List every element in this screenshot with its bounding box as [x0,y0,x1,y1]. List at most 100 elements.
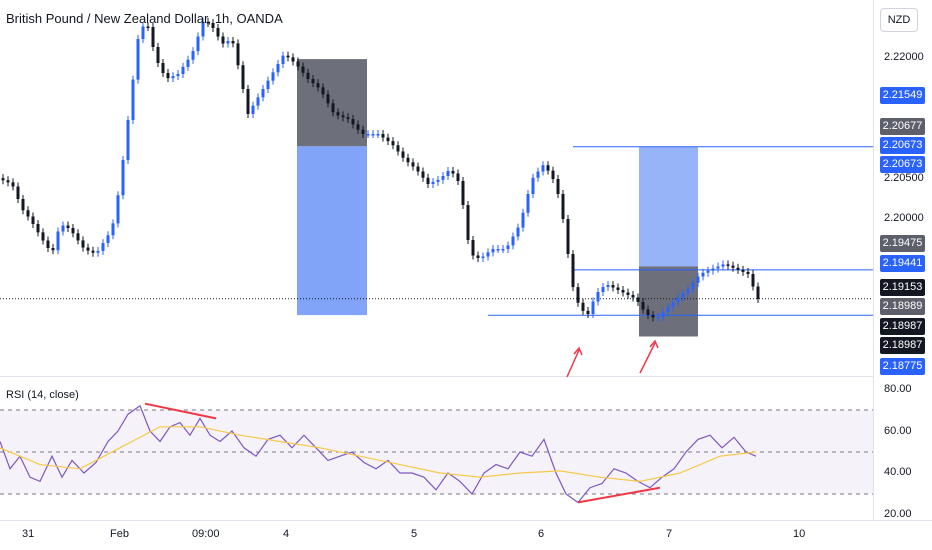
candle-body [556,179,560,194]
candle-body [311,79,315,84]
candle-body [561,194,565,219]
candle-body [431,181,435,184]
candle-body [41,232,45,241]
candle-body [611,285,615,288]
candle-body [741,269,745,272]
candle-body [476,255,480,258]
x-tick: 4 [283,528,290,540]
candle-body [506,245,510,249]
candle-body [581,302,585,311]
candle-body [641,302,645,310]
price-label: 2.20673 [880,137,925,154]
candle-body [586,310,590,314]
candle-body [196,36,200,52]
candle-body [221,36,225,44]
price-label: 2.18989 [880,298,925,315]
candle-body [421,171,425,178]
candle-body [381,134,385,138]
candle-body [296,61,300,67]
candle-body [251,105,255,114]
price-label: 2.20677 [880,118,925,135]
price-label: 2.19441 [880,255,925,272]
candle-body [241,65,245,89]
candle-body [101,243,105,251]
candle-body [86,247,90,251]
candle-body [76,233,80,241]
price-label: 2.21549 [880,87,925,104]
candle-body [716,266,720,269]
candle-body [616,287,620,290]
candle-body [316,83,320,88]
candle-body [701,272,705,277]
candle-body [436,179,440,182]
price-label: 2.19475 [880,235,925,252]
candle-body [671,302,675,307]
candle-body [596,292,600,302]
candle-body [446,171,450,176]
candle-body [576,287,580,303]
candle-body [696,276,700,283]
rsi-line [0,404,757,504]
candle-body [151,27,155,47]
arrow-annotation [639,342,656,374]
candle-body [186,59,190,67]
candle-body [516,227,520,237]
candle-body [656,317,660,319]
candle-body [376,134,380,136]
price-label: 2.20673 [880,156,925,173]
candle-body [501,249,505,251]
candle-body [756,286,760,299]
candle-body [626,292,630,295]
candle-body [681,293,685,298]
price-tick: 2.20500 [884,172,924,184]
candle-body [691,282,695,289]
candle-body [281,55,285,64]
candle-body [91,250,95,253]
candle-body [36,224,40,233]
arrow-annotation-head [649,339,659,349]
candle-body [751,274,755,287]
candle-body [471,240,475,256]
candle-body [661,312,665,317]
candle-body [276,64,280,73]
candle-body [686,289,690,294]
candle-body [246,89,250,114]
currency-selector[interactable]: NZD [880,8,918,32]
candle-body [21,199,25,211]
price-label: 2.18987 [880,318,925,335]
candle-body [111,223,115,236]
rsi-tick: 40.00 [884,466,912,478]
candle-body [456,173,460,181]
candle-body [591,301,595,314]
candle-body [291,57,295,62]
candle-body [216,28,220,37]
candle-body [721,264,725,267]
candle-body [601,287,605,292]
candle-body [541,165,545,172]
x-tick: 31 [22,528,35,540]
candle-body [336,112,340,116]
candle-body [161,63,165,73]
x-tick: Feb [110,528,129,540]
candle-body [301,66,305,73]
long-zone-target [639,146,698,267]
candle-body [26,210,30,217]
candle-body [396,145,400,152]
candle-body [551,170,555,179]
candle-body [266,80,270,89]
candle-body [156,47,160,63]
candle-body [386,137,390,142]
candle-body [131,79,135,120]
candle-body [371,134,375,136]
candle-body [71,228,75,234]
candle-body [486,252,490,257]
candle-body [181,66,185,74]
candle-body [331,103,335,113]
candle-body [526,194,530,213]
candle-body [406,157,410,163]
candle-body [46,240,50,248]
candle-body [676,297,680,302]
candle-body [341,115,345,118]
long-zone-risk [639,266,698,337]
